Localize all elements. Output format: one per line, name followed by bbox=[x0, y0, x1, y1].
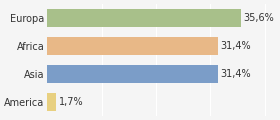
Text: 1,7%: 1,7% bbox=[59, 97, 84, 107]
Text: 31,4%: 31,4% bbox=[221, 69, 251, 79]
Bar bbox=[47, 37, 218, 55]
Bar bbox=[47, 65, 218, 83]
Text: 35,6%: 35,6% bbox=[244, 13, 274, 23]
Bar bbox=[47, 9, 241, 27]
Text: 31,4%: 31,4% bbox=[221, 41, 251, 51]
Bar bbox=[47, 93, 57, 111]
